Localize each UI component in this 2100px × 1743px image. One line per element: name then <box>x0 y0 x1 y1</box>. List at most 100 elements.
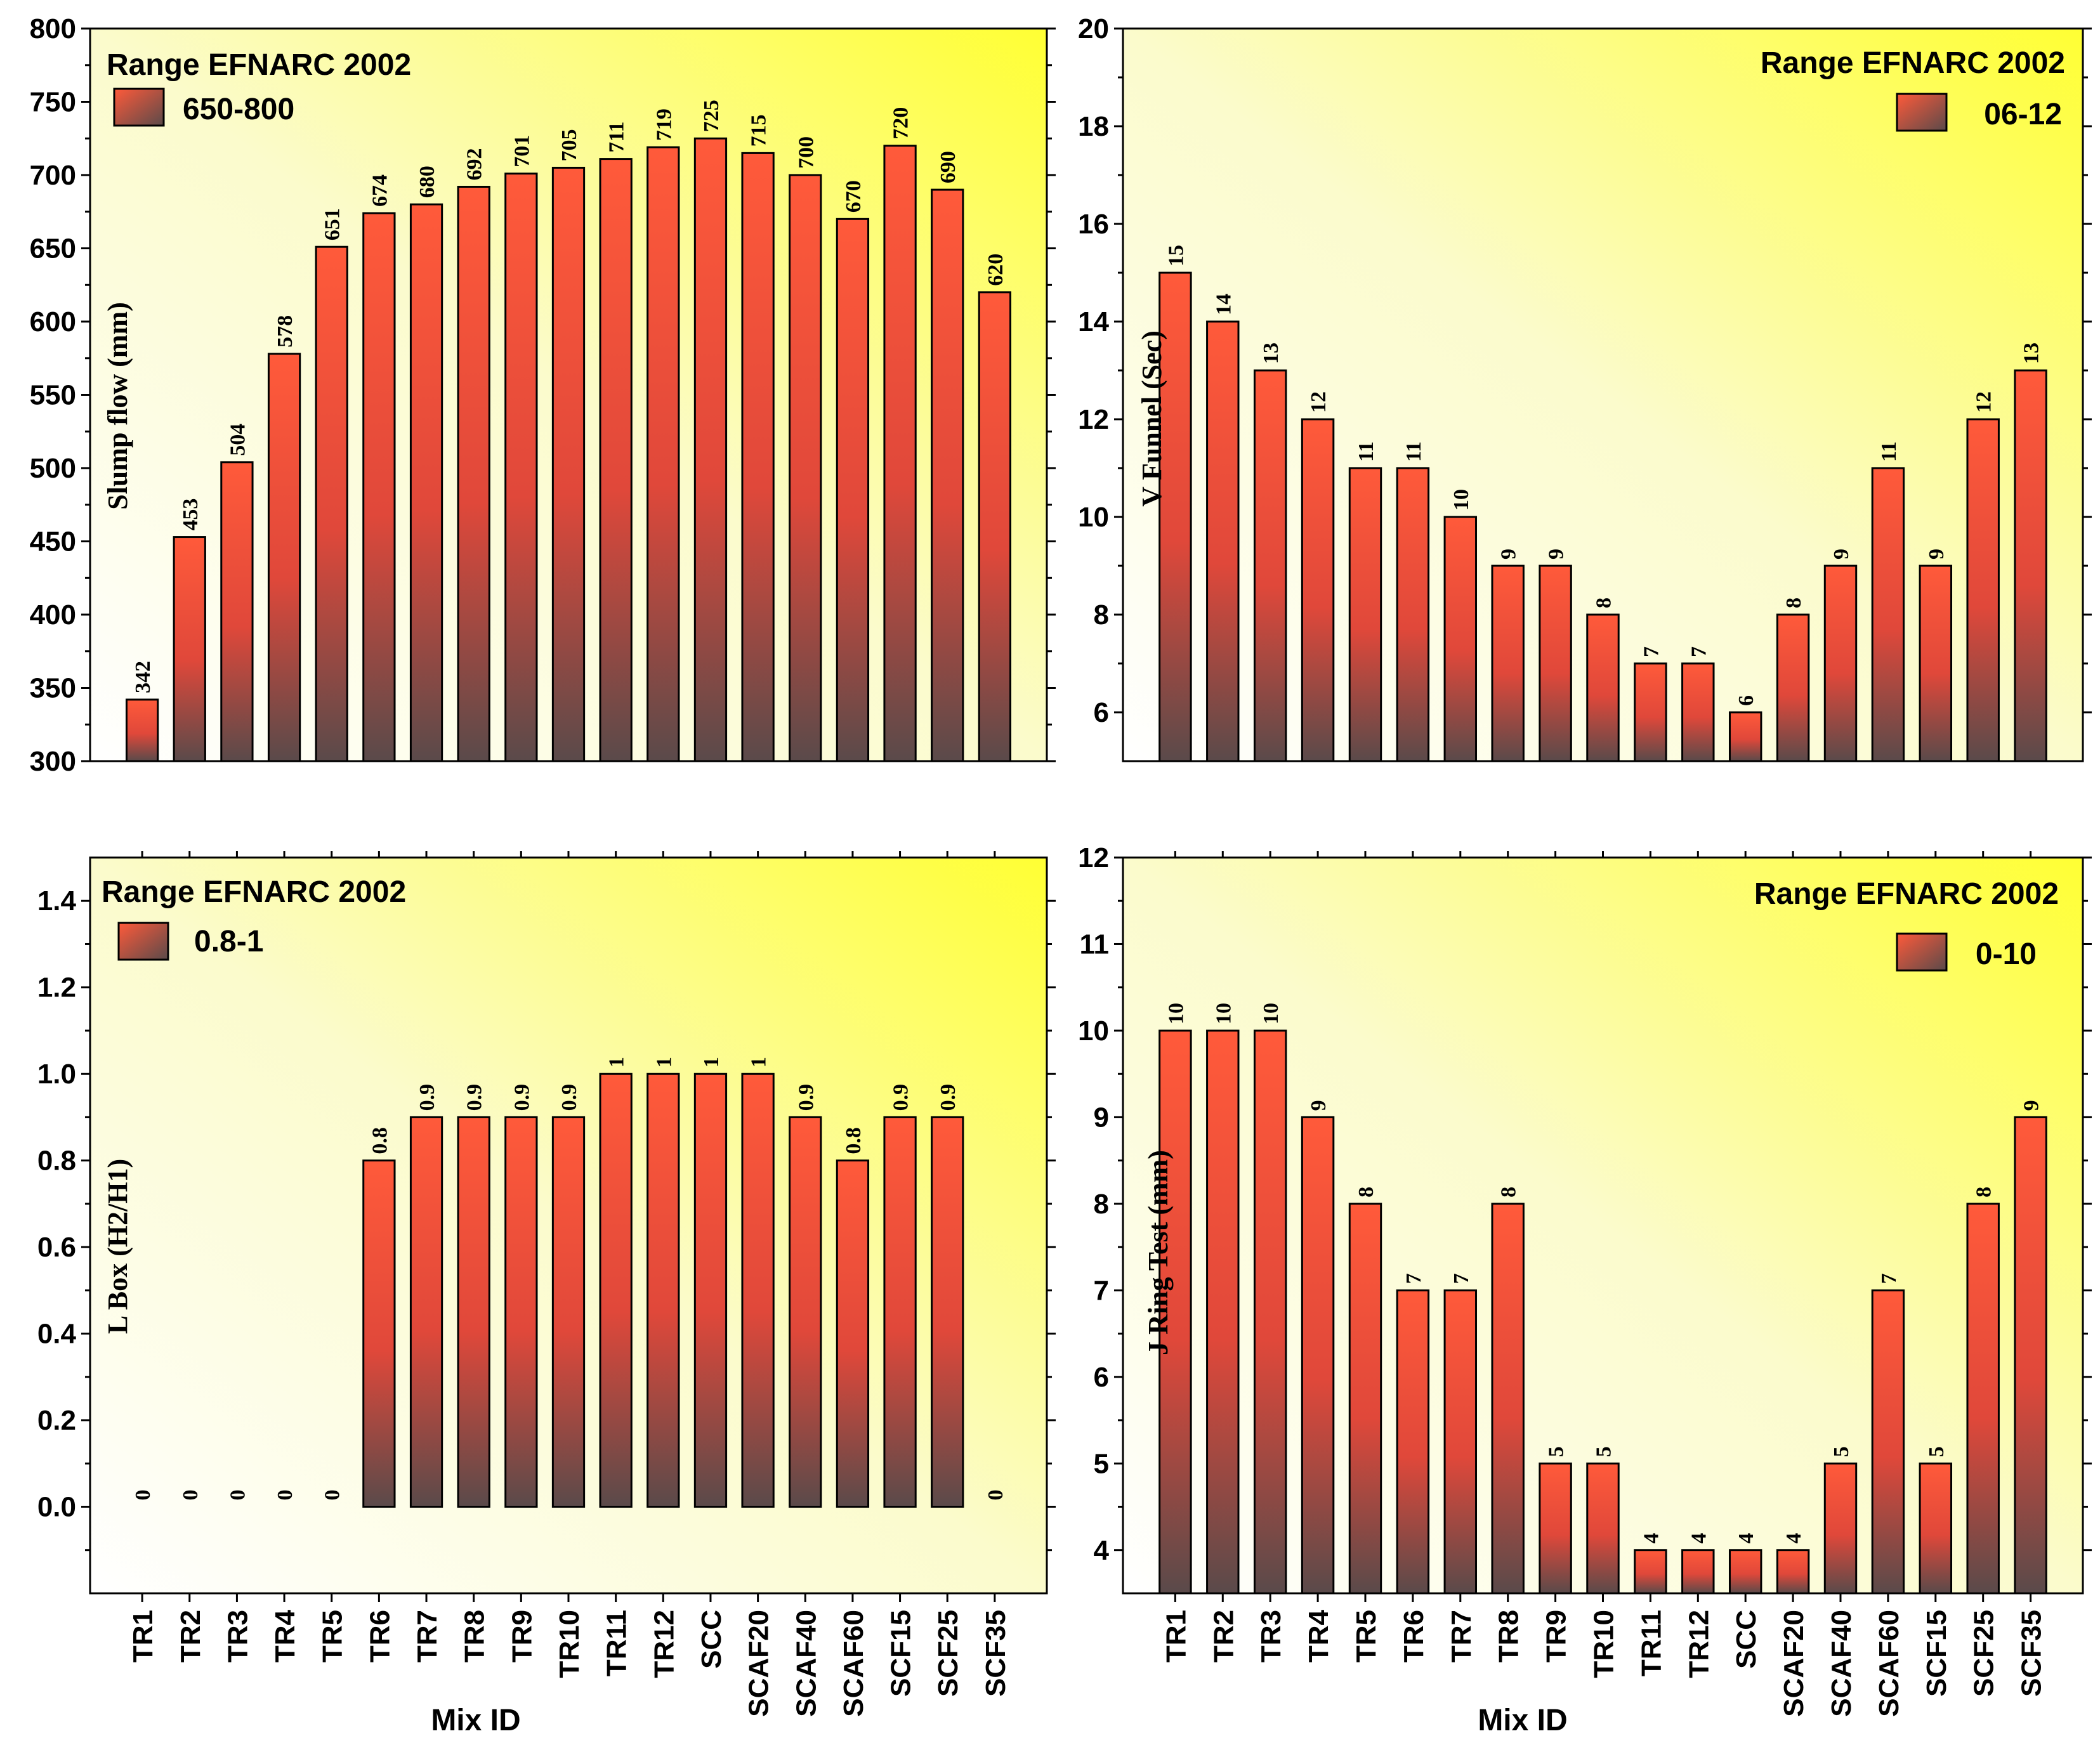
l-box-data-label: 0 <box>131 1490 155 1501</box>
l-box-bar-tr7 <box>409 1116 443 1508</box>
j-ring-xtick-label: SCAF60 <box>1874 1610 1905 1717</box>
slump-flow-bar-tr3 <box>220 461 254 762</box>
j-ring-chart: 4 5 6 7 8 9 10 11 12 10 TR1 10 TR2 10 TR3 9 TR4 8 TR5 7 TR6 7… <box>1078 842 2092 1737</box>
slump-flow-bar-scaf20 <box>741 152 775 762</box>
l-box-chart: 0.00.20.40.60.81.01.21.40TR10TR20TR30TR4… <box>37 851 1056 1737</box>
j-ring-ytick-label: 6 <box>1094 1362 1109 1393</box>
j-ring-data-label: 8 <box>1497 1187 1521 1198</box>
j-ring-bar-scf35 <box>2014 1116 2047 1595</box>
j-ring-x-axis-label: Mix ID <box>1478 1704 1567 1737</box>
v-funnel-data-label: 11 <box>1402 441 1426 462</box>
j-ring-xtick-label: TR6 <box>1398 1610 1429 1662</box>
j-ring-bar-scf25 <box>1966 1203 2000 1595</box>
slump-flow-legend-entry: 650-800 <box>183 93 294 126</box>
slump-flow-data-label: 670 <box>842 180 865 212</box>
j-ring-xtick-label: SCAF20 <box>1778 1610 1809 1717</box>
j-ring-data-label: 5 <box>1925 1446 1948 1457</box>
v-funnel-legend: Range EFNARC 2002 06-12 <box>1761 46 2065 132</box>
j-ring-plot-area: 4 5 6 7 8 9 10 11 12 10 TR1 10 TR2 10 TR3 9 TR4 8 TR5 7 TR6 7… <box>1078 842 2092 1717</box>
v-funnel-bar-scf15 <box>1919 565 1953 762</box>
l-box-data-label: 1 <box>700 1057 723 1067</box>
j-ring-xtick-label: TR1 <box>1160 1610 1191 1662</box>
v-funnel-legend-swatch <box>1896 93 1948 132</box>
v-funnel-bar-tr3 <box>1253 369 1287 762</box>
l-box-data-label: 0.9 <box>416 1084 439 1111</box>
v-funnel-bar-tr12 <box>1681 662 1715 762</box>
v-funnel-plot-area: 6 8 10 12 14 16 18 20 15 14 13 12 11 11 10 9 9 8 7 7 6 8 9 11 9 1… <box>1078 13 2092 762</box>
slump-flow-data-label: 680 <box>416 166 439 198</box>
l-box-xtick-label: SCAF40 <box>791 1610 822 1717</box>
slump-flow-ytick-label: 350 <box>30 673 76 704</box>
v-funnel-data-label: 11 <box>1877 441 1901 462</box>
v-funnel-data-label: 9 <box>1830 549 1853 559</box>
j-ring-xtick-label: TR7 <box>1446 1610 1477 1662</box>
v-funnel-ytick-label: 20 <box>1078 13 1109 44</box>
l-box-xtick-label: SCF35 <box>980 1610 1011 1697</box>
v-funnel-ytick-label: 12 <box>1078 404 1109 435</box>
v-funnel-bar-tr4 <box>1301 418 1335 762</box>
v-funnel-data-label: 8 <box>1782 597 1806 608</box>
l-box-xtick-label: TR11 <box>601 1610 633 1676</box>
l-box-bar-scaf60 <box>836 1159 870 1508</box>
l-box-x-axis-label: Mix ID <box>431 1704 520 1737</box>
l-box-xtick-label: SCF25 <box>933 1610 964 1697</box>
l-box-xtick-label: TR2 <box>175 1610 206 1662</box>
slump-flow-ytick-label: 800 <box>30 13 76 44</box>
l-box-ytick-label: 1.2 <box>37 972 76 1003</box>
v-funnel-chart: 6 8 10 12 14 16 18 20 15 14 13 12 11 11 10 9 9 8 7 7 6 8 9 11 9 1… <box>1078 13 2092 762</box>
j-ring-bar-tr1 <box>1158 1029 1192 1595</box>
v-funnel-y-axis-label: V Funnel (Sec) <box>1136 330 1167 507</box>
slump-flow-data-label: 342 <box>131 661 155 693</box>
l-box-bar-tr6 <box>362 1159 396 1508</box>
l-box-data-label: 0.8 <box>842 1127 865 1154</box>
j-ring-bar-tr8 <box>1491 1203 1525 1595</box>
j-ring-xtick-label: SCF35 <box>2016 1610 2047 1697</box>
j-ring-bar-tr2 <box>1206 1029 1240 1595</box>
l-box-xtick-label: SCC <box>696 1610 727 1669</box>
slump-flow-bar-tr1 <box>125 698 159 762</box>
j-ring-legend-entry: 0-10 <box>1976 937 2037 971</box>
l-box-ytick-label: 0.4 <box>37 1319 77 1350</box>
slump-flow-bar-scaf60 <box>836 218 870 762</box>
l-box-ytick-label: 1.4 <box>37 885 77 917</box>
v-funnel-data-label: 7 <box>1639 646 1663 657</box>
v-funnel-data-label: 13 <box>1259 343 1283 364</box>
l-box-legend-entry: 0.8-1 <box>194 925 263 958</box>
j-ring-bar-tr9 <box>1539 1462 1572 1595</box>
slump-flow-data-label: 453 <box>179 499 202 531</box>
l-box-bar-scc <box>693 1073 728 1508</box>
j-ring-data-label: 7 <box>1402 1273 1426 1284</box>
j-ring-data-label: 5 <box>1830 1446 1853 1457</box>
j-ring-data-label: 10 <box>1212 1003 1235 1024</box>
l-box-xtick-label: SCF15 <box>886 1610 917 1697</box>
l-box-data-label: 0 <box>226 1490 249 1501</box>
l-box-data-label: 0.8 <box>368 1127 391 1154</box>
slump-flow-bar-tr10 <box>551 166 586 762</box>
slump-flow-bar-scc <box>693 137 728 762</box>
l-box-xtick-label: SCAF20 <box>744 1610 775 1717</box>
slump-flow-ytick-label: 700 <box>30 160 76 191</box>
j-ring-data-label: 5 <box>1545 1446 1568 1457</box>
slump-flow-data-label: 690 <box>936 151 960 183</box>
j-ring-ytick-label: 8 <box>1094 1189 1109 1220</box>
j-ring-data-label: 5 <box>1592 1446 1616 1457</box>
l-box-data-label: 0.9 <box>794 1084 818 1111</box>
j-ring-xtick-label: TR8 <box>1493 1610 1525 1662</box>
j-ring-xtick-label: TR10 <box>1589 1610 1620 1678</box>
slump-flow-bar-tr8 <box>457 185 490 762</box>
j-ring-bar-tr3 <box>1253 1029 1287 1595</box>
slump-flow-ytick-label: 650 <box>30 233 76 264</box>
j-ring-bar-scc <box>1728 1549 1762 1595</box>
v-funnel-legend-title: Range EFNARC 2002 <box>1761 46 2065 80</box>
j-ring-data-label: 4 <box>1687 1533 1710 1544</box>
l-box-ytick-label: 0.2 <box>37 1405 76 1436</box>
slump-flow-bar-tr4 <box>267 353 301 762</box>
j-ring-xtick-label: TR11 <box>1636 1610 1667 1676</box>
slump-flow-data-label: 720 <box>889 107 913 140</box>
l-box-y-axis-label: L Box (H2/H1) <box>102 1159 133 1334</box>
v-funnel-bar-scaf60 <box>1871 467 1905 762</box>
j-ring-xtick-label: TR2 <box>1208 1610 1239 1662</box>
j-ring-frame <box>1122 856 2084 1595</box>
slump-flow-ytick-label: 600 <box>30 306 76 337</box>
slump-flow-data-label: 705 <box>558 129 581 161</box>
